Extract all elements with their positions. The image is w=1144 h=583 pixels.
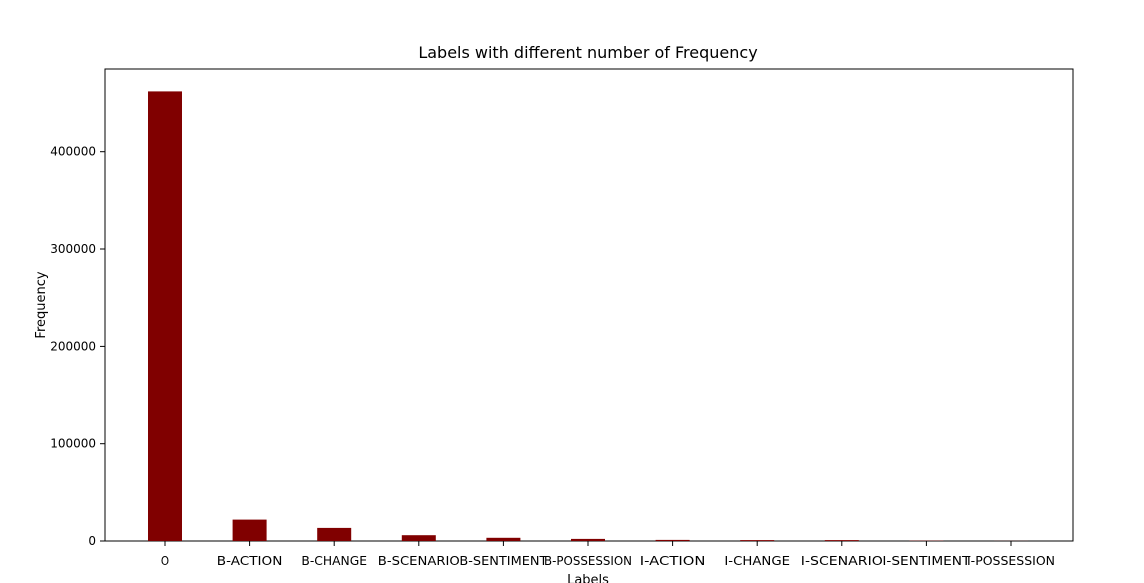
- y-tick-label: 200000: [50, 339, 96, 353]
- x-axis-label: Labels: [567, 573, 609, 583]
- x-tick-label: I-SCENARIO: [801, 554, 883, 568]
- bar-o: [148, 91, 182, 542]
- bar-i-action: [655, 539, 690, 541]
- bar-i-change: [740, 540, 775, 541]
- chart-title: Labels with different number of Frequenc…: [418, 43, 757, 62]
- y-axis: 0 100000 200000 300000 400000: [50, 145, 105, 548]
- plot-frame: [104, 68, 1074, 542]
- x-tick-label: O: [161, 554, 169, 568]
- bar-b-scenario: [401, 535, 436, 541]
- x-tick-label: B-ACTION: [217, 554, 283, 568]
- bar-i-scenario: [824, 540, 859, 541]
- y-tick-label: 400000: [50, 145, 96, 159]
- bar-b-action: [232, 519, 267, 541]
- x-axis: O B-ACTION B-CHANGE B-SCENARIO B-SENTIMENTB-…: [161, 541, 1055, 568]
- x-tick-label: I-SENTIMENT: [882, 554, 971, 568]
- y-tick-label: 300000: [50, 242, 96, 256]
- x-tick-label: I-ACTION: [640, 554, 706, 568]
- x-tick-label: B-SENTIMENT: [459, 554, 548, 568]
- bar-b-sentiment: [486, 537, 521, 541]
- bars-group: [148, 91, 1028, 542]
- x-tick-label: B-POSSESSION: [544, 554, 632, 568]
- bar-b-possession: [571, 538, 605, 541]
- x-tick-label: I-CHANGE: [724, 554, 790, 568]
- bar-b-change: [317, 527, 352, 541]
- x-tick-label: B-SCENARIO: [378, 554, 460, 568]
- y-axis-label: Frequency: [34, 271, 49, 338]
- x-tick-label: I-POSSESSION: [967, 554, 1055, 568]
- x-tick-label: B-CHANGE: [301, 554, 367, 568]
- y-tick-label: 100000: [50, 437, 96, 451]
- y-tick-label: 0: [88, 534, 96, 548]
